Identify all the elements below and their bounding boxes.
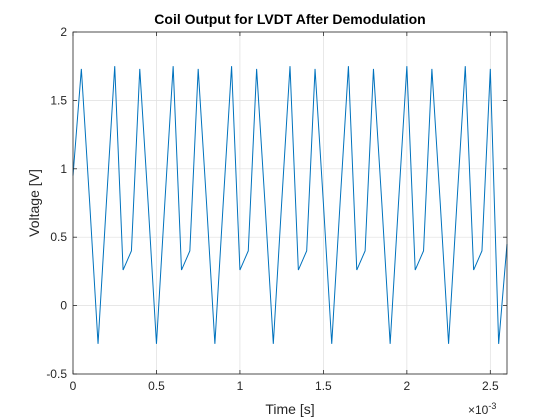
series-line	[72, 66, 508, 344]
y-tick-label: 2	[60, 25, 67, 39]
y-axis-label: Voltage [V]	[26, 169, 42, 237]
plot-frame	[72, 31, 508, 375]
x-tick-label: 2.5	[482, 379, 499, 393]
plot-area	[73, 32, 507, 374]
x-tick-label: 1.5	[315, 379, 332, 393]
x-tick-label: 2	[404, 379, 411, 393]
grid-lines	[72, 31, 507, 375]
y-tick-label: 1	[60, 162, 67, 176]
x-tick-label: 0	[70, 379, 77, 393]
x-axis-label: Time [s]	[265, 401, 314, 417]
y-tick-label: 0.5	[50, 230, 67, 244]
x-axis-ticks: 0 0.5 1 1.5 2 2.5	[70, 32, 499, 393]
x-tick-label: 0.5	[148, 379, 165, 393]
y-tick-label: -0.5	[46, 367, 67, 381]
chart-title: Coil Output for LVDT After Demodulation	[154, 11, 425, 27]
y-axis-ticks: -0.5 0 0.5 1 1.5 2	[46, 25, 507, 381]
y-tick-label: 0	[60, 299, 67, 313]
y-tick-label: 1.5	[50, 93, 67, 107]
x-tick-label: 1	[237, 379, 244, 393]
x-exponent-label: ×10-3	[468, 401, 496, 417]
